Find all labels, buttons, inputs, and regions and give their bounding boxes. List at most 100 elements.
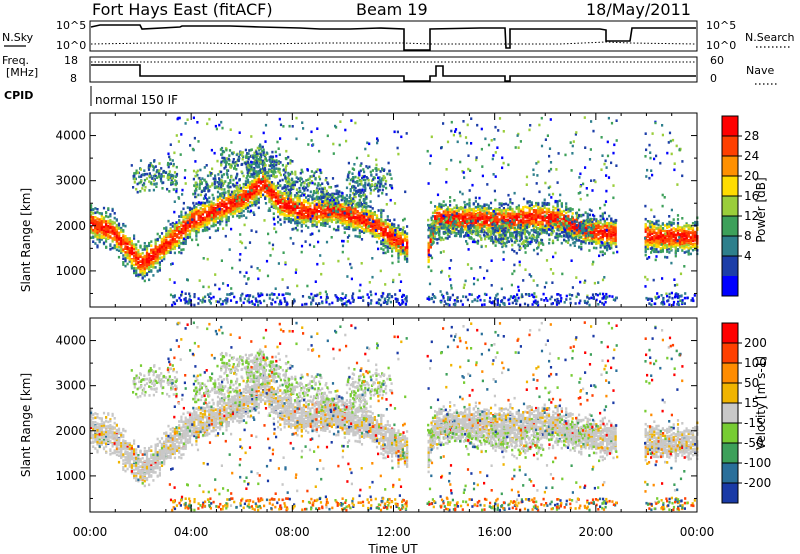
power-cell bbox=[262, 175, 265, 178]
power-cell bbox=[107, 226, 110, 230]
power-cell bbox=[388, 226, 391, 230]
power-cell bbox=[141, 266, 144, 270]
power-cell bbox=[124, 258, 127, 261]
power-cell bbox=[158, 248, 161, 251]
power-cell bbox=[337, 225, 340, 228]
power-cell bbox=[165, 243, 168, 246]
power-cell bbox=[339, 206, 342, 210]
power-cell bbox=[449, 208, 452, 211]
noise-left-tick-top: 10^5 bbox=[56, 19, 86, 32]
power-cell bbox=[249, 204, 252, 208]
power-cell bbox=[251, 201, 254, 204]
power-cell bbox=[298, 221, 301, 225]
power-cell bbox=[199, 223, 202, 226]
power-cell bbox=[356, 204, 359, 208]
power-cell bbox=[371, 225, 374, 228]
power-cell bbox=[154, 253, 157, 256]
power-cell bbox=[339, 215, 342, 218]
power-cell bbox=[397, 232, 400, 235]
power-cell bbox=[182, 230, 185, 233]
power-cell bbox=[580, 240, 583, 243]
power-cell bbox=[305, 218, 308, 222]
power-cell bbox=[382, 240, 385, 244]
power-cell bbox=[322, 214, 325, 217]
power-cell bbox=[371, 211, 374, 215]
power-cell bbox=[438, 214, 441, 218]
power-cell bbox=[240, 204, 243, 207]
power-cell bbox=[169, 251, 172, 254]
power-cell bbox=[270, 187, 273, 190]
power-cell bbox=[399, 241, 402, 244]
power-cell bbox=[150, 249, 153, 252]
power-cell bbox=[257, 178, 260, 181]
power-cell bbox=[289, 195, 293, 199]
power-cell bbox=[322, 212, 325, 215]
power-cell bbox=[221, 216, 224, 219]
power-cell bbox=[195, 202, 198, 205]
power-cell bbox=[117, 255, 121, 259]
power-cell bbox=[560, 205, 563, 208]
power-cell bbox=[244, 202, 247, 205]
power-cell bbox=[298, 197, 301, 200]
power-cell bbox=[367, 205, 370, 208]
power-cell bbox=[461, 206, 465, 210]
power-cell bbox=[135, 243, 138, 246]
power-cell bbox=[219, 219, 222, 223]
power-cell bbox=[133, 259, 136, 262]
power-cell bbox=[143, 274, 146, 278]
power-cell bbox=[184, 242, 187, 245]
power-cell bbox=[158, 245, 161, 248]
power-cell bbox=[188, 217, 192, 221]
power-cell bbox=[287, 201, 290, 205]
power-cell bbox=[143, 245, 146, 249]
power-cell bbox=[498, 208, 501, 211]
power-cell bbox=[216, 216, 219, 220]
power-cell bbox=[206, 214, 209, 217]
power-cell bbox=[337, 218, 340, 222]
power-cell bbox=[438, 211, 441, 215]
power-cell bbox=[274, 194, 278, 198]
power-cell bbox=[472, 214, 475, 218]
power-cell bbox=[219, 197, 222, 200]
power-cell bbox=[453, 214, 456, 218]
power-cell bbox=[143, 259, 146, 263]
power-cell bbox=[268, 174, 271, 178]
power-cell bbox=[444, 236, 447, 240]
power-cell bbox=[111, 246, 114, 250]
power-cell bbox=[358, 218, 361, 222]
power-cell bbox=[279, 218, 282, 221]
power-cell bbox=[511, 212, 514, 215]
power-cell bbox=[395, 238, 398, 242]
power-cell bbox=[173, 251, 176, 255]
power-cell bbox=[219, 204, 222, 207]
power-cell bbox=[375, 240, 379, 244]
power-cell bbox=[268, 177, 271, 180]
power-cell bbox=[178, 215, 181, 218]
power-cell bbox=[348, 211, 351, 214]
power-cell bbox=[537, 223, 540, 226]
power-cell bbox=[98, 237, 101, 241]
power-cell bbox=[242, 205, 245, 208]
power-cell bbox=[313, 224, 316, 227]
power-cell bbox=[343, 210, 346, 213]
power-cell bbox=[547, 209, 551, 212]
power-cell bbox=[128, 253, 131, 257]
power-cell bbox=[386, 245, 389, 248]
power-cell bbox=[369, 205, 372, 209]
power-cell bbox=[255, 178, 258, 181]
power-cell bbox=[188, 220, 192, 223]
power-cell bbox=[102, 225, 106, 229]
power-cell bbox=[541, 225, 544, 228]
power-cell bbox=[126, 254, 129, 257]
power-cell bbox=[124, 242, 127, 245]
power-cell bbox=[285, 191, 288, 195]
power-cell bbox=[143, 267, 146, 271]
freq-panel: Freq. [MHz] 18 8 60 0 Nave bbox=[2, 54, 778, 85]
power-cell bbox=[244, 203, 247, 207]
power-cell bbox=[102, 219, 106, 222]
power-cell bbox=[135, 262, 138, 266]
power-cell bbox=[124, 235, 127, 238]
power-cell bbox=[406, 235, 409, 238]
power-cell bbox=[173, 245, 176, 249]
power-cell bbox=[352, 209, 355, 212]
